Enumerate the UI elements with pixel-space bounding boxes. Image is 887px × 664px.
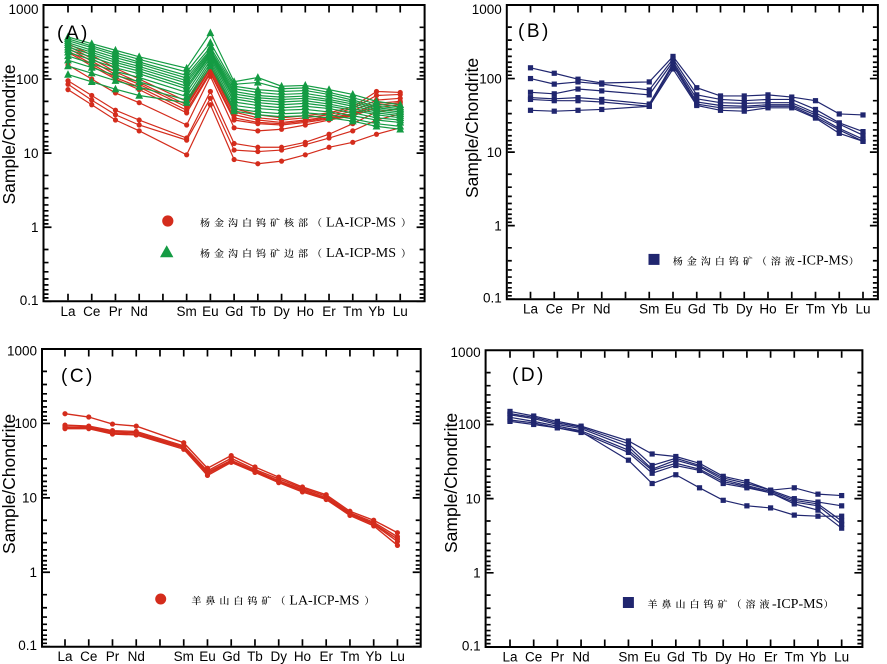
svg-text:La: La	[57, 649, 73, 664]
svg-text:(C): (C)	[61, 366, 95, 387]
svg-text:Sm: Sm	[618, 650, 638, 664]
svg-text:Lu: Lu	[855, 302, 870, 317]
svg-text:10: 10	[22, 491, 37, 506]
svg-text:Dy: Dy	[270, 649, 287, 664]
svg-text:1000: 1000	[7, 344, 37, 359]
svg-text:Nd: Nd	[131, 304, 148, 319]
svg-text:100: 100	[479, 71, 502, 86]
svg-text:La: La	[60, 304, 76, 319]
svg-text:Tb: Tb	[713, 302, 729, 317]
svg-text:Gd: Gd	[222, 649, 240, 664]
svg-text:-ICP-MS: -ICP-MS	[772, 597, 823, 612]
svg-text:Er: Er	[764, 650, 778, 664]
svg-text:10: 10	[487, 145, 502, 160]
svg-text:Pr: Pr	[106, 649, 120, 664]
svg-text:1: 1	[29, 565, 37, 580]
svg-text:Tb: Tb	[250, 304, 266, 319]
svg-text:Sample/Chondrite: Sample/Chondrite	[441, 413, 461, 553]
svg-text:Ho: Ho	[294, 649, 311, 664]
svg-text:Nd: Nd	[128, 649, 145, 664]
svg-text:La: La	[502, 650, 518, 664]
svg-text:Sm: Sm	[174, 649, 194, 664]
svg-text:Er: Er	[785, 302, 799, 317]
svg-text:Nd: Nd	[572, 650, 589, 664]
svg-text:1000: 1000	[451, 345, 481, 360]
svg-text:Sm: Sm	[177, 304, 197, 319]
svg-text:(A): (A)	[57, 23, 90, 44]
svg-text:Yb: Yb	[831, 302, 848, 317]
svg-text:1: 1	[494, 218, 502, 233]
svg-text:1000: 1000	[472, 2, 502, 17]
svg-text:Nd: Nd	[593, 302, 610, 317]
svg-text:10: 10	[466, 491, 481, 506]
svg-text:Lu: Lu	[390, 649, 405, 664]
svg-text:Pr: Pr	[551, 650, 565, 664]
svg-text:Eu: Eu	[665, 302, 682, 317]
svg-text:Gd: Gd	[688, 302, 706, 317]
svg-text:Ho: Ho	[738, 650, 755, 664]
svg-text:LA-ICP-MS: LA-ICP-MS	[289, 593, 359, 608]
svg-text:Ce: Ce	[80, 649, 97, 664]
svg-text:Yb: Yb	[365, 649, 382, 664]
svg-text:Pr: Pr	[109, 304, 123, 319]
svg-text:Pr: Pr	[571, 302, 585, 317]
svg-text:100: 100	[14, 416, 37, 431]
svg-text:Tm: Tm	[343, 304, 363, 319]
svg-text:Sample/Chondrite: Sample/Chondrite	[0, 414, 19, 554]
svg-text:La: La	[523, 302, 539, 317]
svg-text:LA-ICP-MS: LA-ICP-MS	[326, 246, 396, 261]
svg-text:Dy: Dy	[715, 650, 732, 664]
svg-text:1000: 1000	[8, 2, 38, 17]
svg-text:Sample/Chondrite: Sample/Chondrite	[462, 58, 482, 198]
svg-text:100: 100	[458, 417, 481, 432]
svg-text:Tm: Tm	[340, 649, 360, 664]
svg-text:Ce: Ce	[83, 304, 100, 319]
svg-text:10: 10	[23, 146, 38, 161]
svg-text:Ce: Ce	[525, 650, 542, 664]
svg-text:Yb: Yb	[368, 304, 385, 319]
svg-text:Er: Er	[322, 304, 336, 319]
svg-text:Sm: Sm	[639, 302, 659, 317]
svg-text:Tb: Tb	[247, 649, 263, 664]
svg-text:(D): (D)	[512, 365, 546, 386]
svg-text:Ho: Ho	[297, 304, 314, 319]
svg-text:Eu: Eu	[202, 304, 219, 319]
svg-text:0.1: 0.1	[483, 291, 502, 306]
svg-text:Dy: Dy	[273, 304, 290, 319]
svg-text:-ICP-MS: -ICP-MS	[797, 254, 848, 269]
svg-text:Lu: Lu	[834, 650, 849, 664]
svg-text:(B): (B)	[518, 21, 551, 42]
svg-text:Gd: Gd	[225, 304, 243, 319]
svg-text:Tm: Tm	[806, 302, 826, 317]
svg-text:Lu: Lu	[393, 304, 408, 319]
svg-text:0.1: 0.1	[462, 639, 481, 654]
svg-text:Tb: Tb	[692, 650, 708, 664]
svg-text:Eu: Eu	[199, 649, 216, 664]
svg-text:0.1: 0.1	[20, 293, 39, 308]
svg-text:1: 1	[473, 566, 481, 581]
svg-text:Sample/Chondrite: Sample/Chondrite	[0, 64, 19, 204]
svg-text:Dy: Dy	[736, 302, 753, 317]
svg-text:Gd: Gd	[667, 650, 685, 664]
svg-text:Eu: Eu	[644, 650, 661, 664]
svg-text:LA-ICP-MS: LA-ICP-MS	[326, 215, 396, 230]
svg-text:0.1: 0.1	[18, 638, 37, 653]
svg-text:100: 100	[16, 72, 39, 87]
svg-text:Yb: Yb	[810, 650, 827, 664]
svg-text:1: 1	[31, 220, 39, 235]
svg-text:Ce: Ce	[546, 302, 563, 317]
svg-text:Tm: Tm	[785, 650, 805, 664]
svg-text:Ho: Ho	[759, 302, 776, 317]
svg-text:Er: Er	[319, 649, 333, 664]
